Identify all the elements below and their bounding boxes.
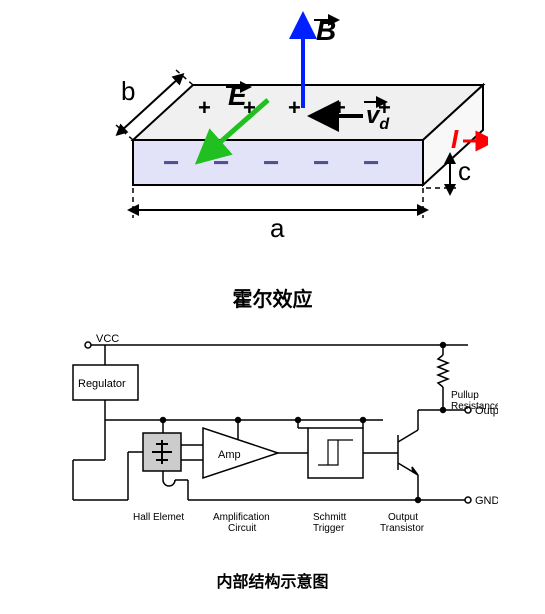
pullup-resistor — [438, 355, 448, 387]
svg-text:+: + — [198, 95, 211, 120]
transistor — [388, 430, 418, 475]
dim-b: b — [121, 76, 135, 106]
svg-text:−: − — [363, 147, 379, 178]
hall-effect-diagram: + + + + + − − − − − B E vd I a b c — [58, 10, 488, 275]
svg-text:−: − — [213, 147, 229, 178]
amp-caption: AmplificationCircuit — [213, 512, 270, 534]
svg-text:−: − — [263, 147, 279, 178]
slab-top — [133, 85, 483, 140]
hall-caption: 霍尔效应 — [10, 283, 535, 312]
circuit-diagram: VCC Regulator Amp — [48, 320, 498, 560]
transistor-caption: OutputTransistor — [380, 512, 425, 534]
circuit-caption: 内部结构示意图 — [10, 568, 535, 592]
dim-a: a — [270, 213, 285, 243]
schmitt-block — [308, 428, 363, 478]
schmitt-caption: SchmittTrigger — [313, 512, 347, 534]
output-label: Output — [475, 405, 498, 417]
hall-caption: Hall Elemet — [133, 512, 184, 523]
svg-text:Amp: Amp — [218, 449, 241, 461]
i-label: I — [451, 124, 459, 154]
svg-text:+: + — [288, 95, 301, 120]
svg-text:−: − — [313, 147, 329, 178]
gnd-label: GND — [475, 495, 498, 507]
e-label: E — [228, 80, 248, 111]
vcc-label: VCC — [96, 333, 119, 345]
svg-text:−: − — [163, 147, 179, 178]
dim-c: c — [458, 156, 471, 186]
svg-text:Regulator: Regulator — [78, 378, 126, 390]
